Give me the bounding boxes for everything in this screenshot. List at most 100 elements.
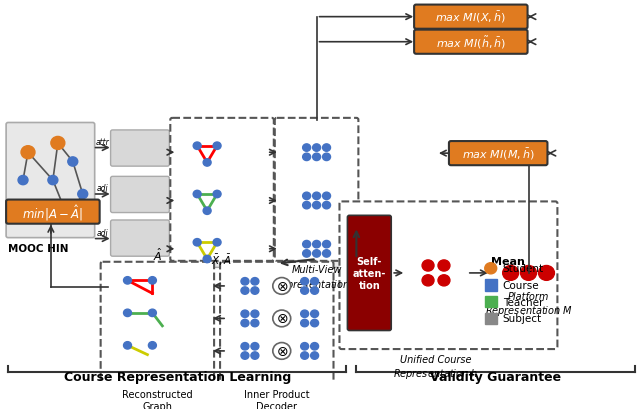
Text: MOOC HIN: MOOC HIN	[8, 244, 68, 254]
FancyBboxPatch shape	[280, 135, 353, 171]
Text: attr: attr	[96, 137, 109, 146]
Circle shape	[303, 144, 310, 152]
FancyBboxPatch shape	[111, 177, 170, 213]
Circle shape	[323, 202, 330, 209]
Circle shape	[203, 256, 211, 263]
Circle shape	[323, 154, 330, 161]
Circle shape	[51, 137, 65, 150]
Circle shape	[310, 278, 319, 285]
Circle shape	[310, 310, 319, 318]
Circle shape	[273, 310, 291, 327]
Text: $max\ MI(M, \bar{h})$: $max\ MI(M, \bar{h})$	[462, 146, 534, 161]
Circle shape	[124, 309, 131, 317]
Text: Student: Student	[502, 264, 544, 274]
Circle shape	[124, 342, 131, 349]
Text: $max\ MI(\tilde{h}, \bar{h})$: $max\ MI(\tilde{h}, \bar{h})$	[436, 35, 506, 51]
Circle shape	[273, 343, 291, 360]
Circle shape	[241, 343, 249, 350]
FancyBboxPatch shape	[106, 304, 209, 333]
FancyBboxPatch shape	[175, 231, 269, 268]
FancyBboxPatch shape	[111, 220, 170, 256]
Circle shape	[310, 287, 319, 294]
FancyBboxPatch shape	[170, 119, 274, 261]
Circle shape	[251, 343, 259, 350]
FancyBboxPatch shape	[106, 336, 209, 366]
Text: $\hat{A}$: $\hat{A}$	[153, 246, 162, 262]
Text: Platform
Representation $M$: Platform Representation $M$	[484, 292, 573, 318]
Circle shape	[251, 287, 259, 294]
FancyBboxPatch shape	[404, 239, 468, 308]
Text: $\otimes$: $\otimes$	[276, 312, 288, 326]
Circle shape	[422, 275, 434, 286]
Circle shape	[148, 277, 156, 284]
Circle shape	[241, 352, 249, 360]
Circle shape	[193, 143, 201, 150]
Circle shape	[241, 278, 249, 285]
FancyBboxPatch shape	[175, 135, 269, 171]
Circle shape	[148, 309, 156, 317]
Bar	[484, 297, 497, 308]
Circle shape	[484, 263, 497, 274]
Text: Inner Product
Decoder: Inner Product Decoder	[244, 389, 310, 409]
Text: $\otimes$: $\otimes$	[276, 279, 288, 293]
FancyBboxPatch shape	[220, 262, 333, 386]
Circle shape	[312, 202, 321, 209]
Circle shape	[203, 207, 211, 215]
Text: Teacher: Teacher	[502, 297, 543, 307]
FancyBboxPatch shape	[449, 142, 547, 166]
Text: $min|A - \hat{A}|$: $min|A - \hat{A}|$	[22, 202, 83, 222]
Text: Course: Course	[502, 280, 540, 290]
Circle shape	[323, 241, 330, 248]
FancyBboxPatch shape	[175, 183, 269, 220]
FancyBboxPatch shape	[280, 231, 353, 268]
FancyBboxPatch shape	[275, 119, 358, 261]
Text: Course Representation Learning: Course Representation Learning	[63, 371, 291, 384]
Circle shape	[193, 191, 201, 198]
Circle shape	[303, 154, 310, 161]
Circle shape	[312, 144, 321, 152]
Circle shape	[323, 193, 330, 200]
Text: $\bar{X}, \bar{A}$: $\bar{X}, \bar{A}$	[211, 252, 233, 267]
Text: Unified Course
Representation $h$: Unified Course Representation $h$	[394, 354, 479, 380]
Text: adj: adj	[97, 184, 108, 193]
Circle shape	[502, 266, 518, 281]
Circle shape	[213, 239, 221, 246]
FancyBboxPatch shape	[414, 31, 527, 55]
Circle shape	[438, 275, 450, 286]
FancyBboxPatch shape	[100, 262, 214, 386]
Circle shape	[62, 212, 74, 223]
Circle shape	[312, 241, 321, 248]
Circle shape	[310, 352, 319, 360]
Text: Self-
atten-
tion: Self- atten- tion	[353, 257, 386, 290]
Circle shape	[323, 144, 330, 152]
Circle shape	[251, 310, 259, 318]
Text: Reconstructed
Graph: Reconstructed Graph	[122, 389, 193, 409]
Circle shape	[301, 278, 308, 285]
FancyBboxPatch shape	[225, 336, 328, 366]
Circle shape	[312, 154, 321, 161]
Text: $\otimes$: $\otimes$	[276, 344, 288, 358]
Circle shape	[438, 260, 450, 272]
Circle shape	[538, 266, 554, 281]
Circle shape	[68, 157, 77, 167]
Circle shape	[273, 278, 291, 294]
Circle shape	[251, 319, 259, 327]
FancyBboxPatch shape	[348, 216, 391, 331]
Bar	[484, 313, 497, 324]
Circle shape	[323, 250, 330, 258]
FancyBboxPatch shape	[6, 123, 95, 238]
Circle shape	[251, 278, 259, 285]
Circle shape	[301, 352, 308, 360]
Circle shape	[124, 277, 131, 284]
Circle shape	[303, 250, 310, 258]
Circle shape	[193, 239, 201, 246]
Circle shape	[301, 310, 308, 318]
Circle shape	[303, 193, 310, 200]
Circle shape	[241, 310, 249, 318]
FancyBboxPatch shape	[111, 130, 170, 167]
Circle shape	[21, 146, 35, 160]
Circle shape	[301, 343, 308, 350]
Circle shape	[422, 260, 434, 272]
Circle shape	[213, 143, 221, 150]
Circle shape	[312, 250, 321, 258]
